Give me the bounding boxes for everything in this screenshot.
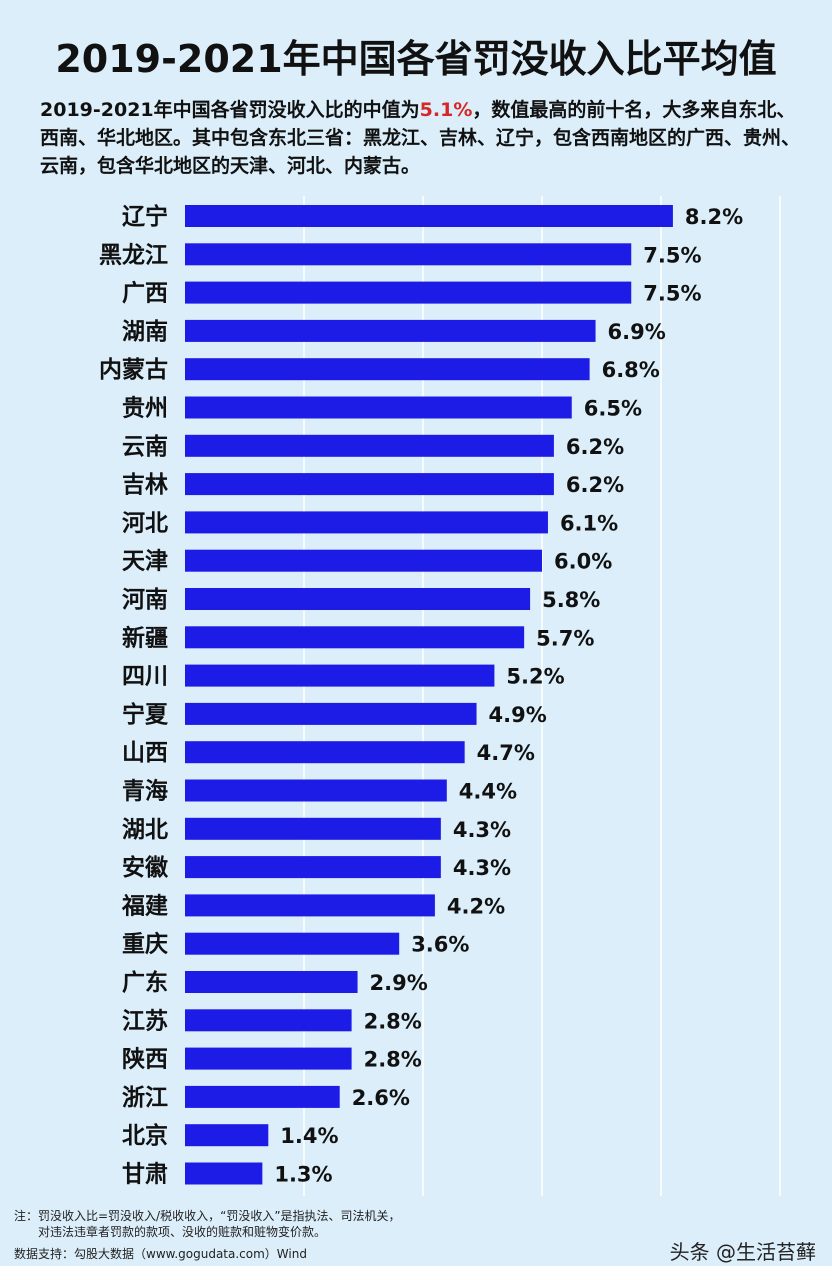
value-label: 3.6% <box>411 933 469 957</box>
value-label: 6.2% <box>566 473 624 497</box>
category-label: 广东 <box>122 969 168 996</box>
value-label: 6.2% <box>566 435 624 459</box>
category-label: 福建 <box>121 893 168 919</box>
category-label: 广西 <box>122 280 168 307</box>
category-label: 湖南 <box>122 319 168 345</box>
value-label: 6.1% <box>560 511 618 535</box>
bar <box>185 588 531 610</box>
category-label: 山西 <box>122 740 168 766</box>
value-label: 5.8% <box>542 588 600 612</box>
bar <box>185 1085 340 1108</box>
category-label: 青海 <box>122 778 168 805</box>
value-label: 6.0% <box>554 550 612 574</box>
bar <box>185 664 495 687</box>
bars <box>185 205 673 1185</box>
category-label: 新疆 <box>122 624 168 651</box>
value-label: 4.3% <box>453 818 511 842</box>
category-label: 宁夏 <box>122 701 169 728</box>
value-label: 8.2% <box>685 205 743 229</box>
bar <box>185 358 590 381</box>
category-label: 陕西 <box>122 1046 168 1073</box>
category-label: 贵州 <box>122 396 168 422</box>
category-label: 湖北 <box>122 817 168 843</box>
chart-subtitle: 2019-2021年中国各省罚没收入比的中值为5.1%，数值最高的前十名，大多来… <box>40 96 800 180</box>
bar <box>185 396 572 419</box>
value-labels: 8.2% 7.5% 7.5% 6.9% 6.8% 6.5% 6.2% 6.2% 6.1% 6.0%… <box>274 205 743 1187</box>
category-label: 重庆 <box>122 931 168 958</box>
category-label: 黑龙江 <box>99 242 168 268</box>
bar <box>185 971 358 993</box>
bar <box>185 243 632 266</box>
category-label: 四川 <box>122 664 168 690</box>
value-label: 6.9% <box>608 320 666 344</box>
subtitle-text-2: ，数值最高的前十名，大多来自东北、西南、华北地区。其中包含东北三省：黑龙江、吉林… <box>40 99 801 177</box>
value-label: 1.3% <box>274 1163 332 1187</box>
data-source: 数据支持：勾股大数据（www.gogudata.com）Wind <box>14 1247 307 1261</box>
value-label: 7.5% <box>643 282 701 306</box>
category-label: 安徽 <box>122 854 169 881</box>
value-label: 2.9% <box>370 971 428 995</box>
bar <box>185 741 465 764</box>
bar <box>185 205 673 227</box>
category-label: 内蒙古 <box>99 357 168 383</box>
category-label: 北京 <box>122 1122 168 1149</box>
bar <box>185 894 435 917</box>
category-label: 甘肃 <box>122 1162 168 1188</box>
bar <box>185 511 548 534</box>
bar <box>185 434 554 457</box>
category-label: 浙江 <box>122 1085 168 1111</box>
value-label: 6.8% <box>602 358 660 382</box>
bar <box>185 1162 263 1185</box>
value-label: 2.6% <box>352 1086 410 1110</box>
category-label: 河北 <box>122 510 168 536</box>
category-label: 江苏 <box>122 1008 168 1034</box>
value-label: 1.4% <box>280 1124 338 1148</box>
bar <box>185 281 632 304</box>
category-label: 河南 <box>122 587 168 613</box>
footnote: 注：罚没收入比=罚没收入/税收收入，“罚没收入”是指执法、司法机关， 对违法违章… <box>14 1208 534 1240</box>
chart-title: 2019-2021年中国各省罚没收入比平均值 <box>55 37 777 81</box>
bar <box>185 779 447 802</box>
category-labels: 辽宁黑龙江广西湖南内蒙古贵州云南吉林河北天津河南新疆四川宁夏山西青海湖北安徽福建… <box>99 203 169 1188</box>
bar <box>185 1047 352 1070</box>
category-label: 天津 <box>122 548 168 575</box>
value-label: 7.5% <box>643 243 701 267</box>
bar <box>185 626 525 649</box>
bar-chart: 辽宁黑龙江广西湖南内蒙古贵州云南吉林河北天津河南新疆四川宁夏山西青海湖北安徽福建… <box>99 196 781 1196</box>
value-label: 4.9% <box>489 703 547 727</box>
footnote-line-2: 对违法违章者罚款的款项、没收的赃款和赃物变价款。 <box>38 1225 327 1239</box>
footnote-line-1: 注：罚没收入比=罚没收入/税收收入，“罚没收入”是指执法、司法机关， <box>14 1209 401 1223</box>
bar <box>185 932 400 955</box>
value-label: 4.4% <box>459 780 517 804</box>
value-label: 2.8% <box>364 1048 422 1072</box>
value-label: 5.7% <box>536 626 594 650</box>
bar <box>185 856 441 879</box>
value-label: 5.2% <box>506 665 564 689</box>
bottom-strip <box>0 1266 832 1280</box>
value-label: 2.8% <box>364 1009 422 1033</box>
value-label: 6.5% <box>584 397 642 421</box>
value-label: 4.2% <box>447 894 505 918</box>
bar <box>185 702 477 725</box>
category-label: 云南 <box>122 434 168 460</box>
bar <box>185 473 554 496</box>
value-label: 4.3% <box>453 856 511 880</box>
author-signature: 头条 @生活苔藓 <box>669 1240 816 1264</box>
subtitle-highlight-median: 5.1% <box>419 99 473 121</box>
grid-lines <box>303 196 781 1196</box>
bar <box>185 319 596 342</box>
bar <box>185 1009 352 1032</box>
subtitle-text-1: 2019-2021年中国各省罚没收入比的中值为 <box>40 99 420 121</box>
bar <box>185 1124 269 1147</box>
bar <box>185 817 441 840</box>
bar <box>185 549 542 572</box>
value-label: 4.7% <box>477 741 535 765</box>
category-label: 吉林 <box>122 471 168 498</box>
category-label: 辽宁 <box>122 203 168 230</box>
